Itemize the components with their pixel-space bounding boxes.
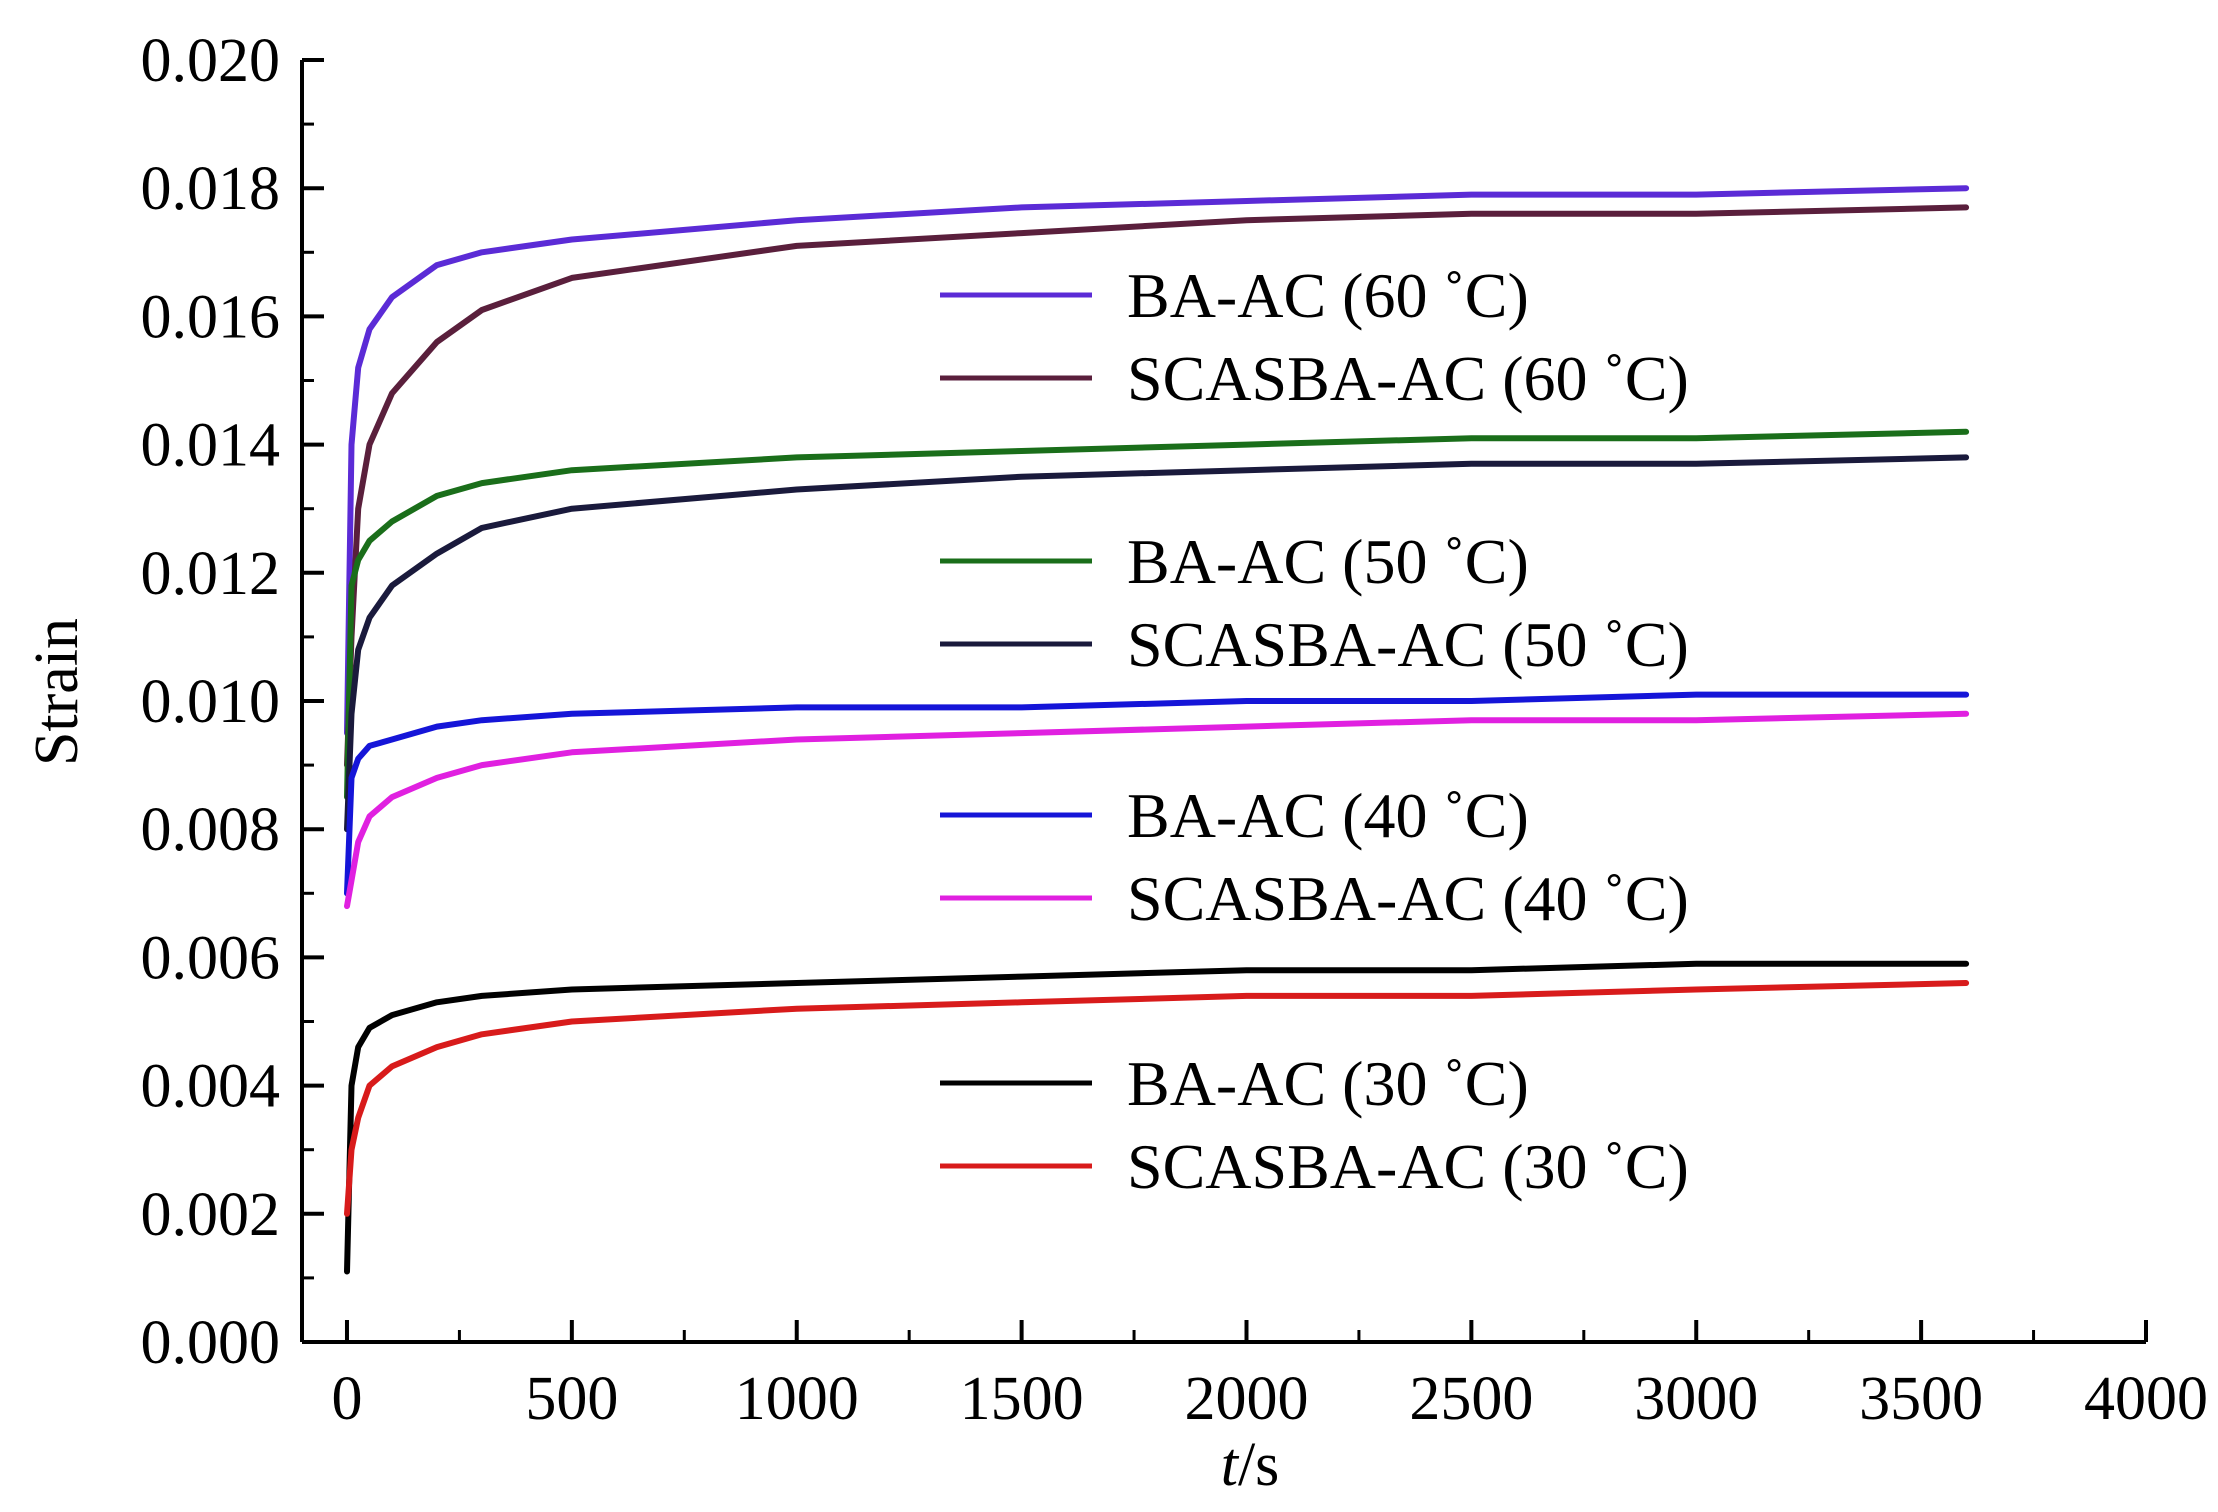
y-axis-title: Strain xyxy=(23,618,91,766)
legend-label: BA-AC (50 ˚C) xyxy=(1127,526,1529,597)
legend-label: BA-AC (40 ˚C) xyxy=(1127,780,1529,851)
series-line xyxy=(344,710,1970,910)
y-tick-label: 0.016 xyxy=(141,283,281,351)
legend-label: SCASBA-AC (60 ˚C) xyxy=(1127,343,1689,414)
x-axis-title-unit: /s xyxy=(1238,1431,1279,1499)
y-tick-label: 0.004 xyxy=(141,1053,281,1121)
series-line xyxy=(344,691,1970,897)
series-line xyxy=(344,428,1970,801)
legend-label: SCASBA-AC (50 ˚C) xyxy=(1127,609,1689,680)
x-tick-label: 3500 xyxy=(1859,1365,1983,1433)
x-tick-label: 1000 xyxy=(735,1365,859,1433)
series-line xyxy=(344,454,1970,833)
series-lines xyxy=(344,185,1970,1275)
y-tick-label: 0.012 xyxy=(141,540,281,608)
series-line xyxy=(344,980,1970,1217)
y-tick-label: 0.020 xyxy=(141,27,281,95)
x-tick-label: 500 xyxy=(525,1365,618,1433)
series-line xyxy=(344,185,1970,737)
legend-label: SCASBA-AC (30 ˚C) xyxy=(1127,1131,1689,1202)
x-tick-label: 2000 xyxy=(1184,1365,1308,1433)
y-tick-label: 0.000 xyxy=(141,1309,281,1377)
x-axis-title: t/s xyxy=(1221,1431,1280,1499)
y-tick-label: 0.008 xyxy=(141,796,281,864)
y-tick-label: 0.018 xyxy=(141,155,281,223)
x-tick-label: 0 xyxy=(331,1365,362,1433)
legend-label: SCASBA-AC (40 ˚C) xyxy=(1127,863,1689,934)
legend-label: BA-AC (60 ˚C) xyxy=(1127,260,1529,331)
x-tick-label: 3000 xyxy=(1634,1365,1758,1433)
x-tick-label: 2500 xyxy=(1409,1365,1533,1433)
legend: BA-AC (60 ˚C) SCASBA-AC (60 ˚C) BA-AC (50 … xyxy=(940,260,1689,1202)
y-tick-label: 0.006 xyxy=(141,924,281,992)
series-line xyxy=(344,204,1970,769)
x-tick-label: 4000 xyxy=(2084,1365,2208,1433)
x-axis-title-italic: t xyxy=(1221,1431,1240,1499)
legend-label: BA-AC (30 ˚C) xyxy=(1127,1048,1529,1119)
y-tick-label: 0.014 xyxy=(141,412,281,480)
y-tick-label: 0.010 xyxy=(141,668,281,736)
x-tick-label: 1500 xyxy=(960,1365,1084,1433)
series-line xyxy=(344,960,1970,1275)
axes: 0.000 0.002 0.004 0.006 0.008 0.010 0.012 0.014… xyxy=(141,27,2209,1433)
y-tick-label: 0.002 xyxy=(141,1181,281,1249)
